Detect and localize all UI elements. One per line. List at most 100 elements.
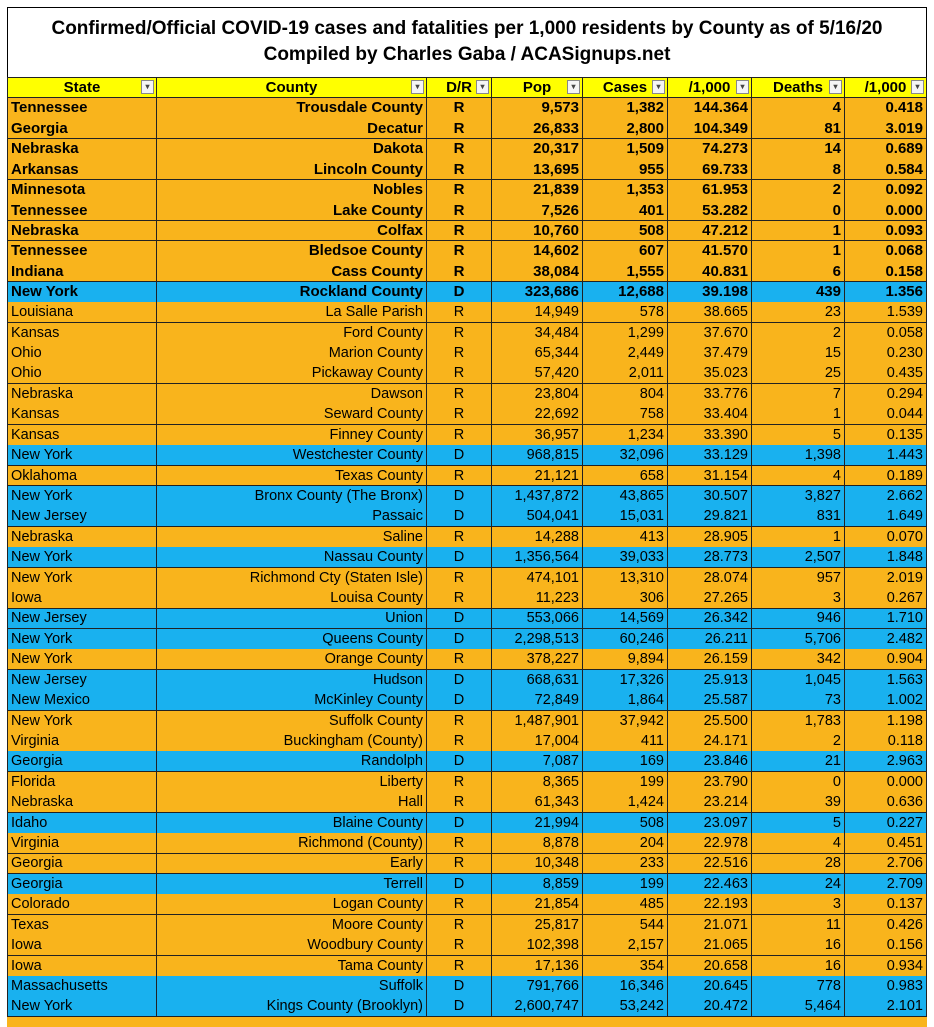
table-row: Texas Moore County R 25,817 544 21.071 11 0.426 [7,914,927,936]
table-cell: 0.584 [845,159,927,181]
table-cell: 0.689 [845,138,927,160]
table-cell: 53.282 [668,200,752,221]
table-cell: 39.198 [668,281,752,303]
table-cell: Ohio [7,343,157,364]
table-cell: Westchester County [157,445,427,467]
table-cell: 778 [752,976,845,997]
table-cell: 39,033 [583,547,668,569]
table-cell: 23.790 [668,771,752,793]
table-row: Georgia Terrell D 8,859 199 22.463 24 2.709 [7,873,927,895]
table-cell: Saline [157,526,427,548]
filter-button[interactable]: ▾ [911,80,924,94]
table-cell: Liberty [157,771,427,793]
table-cell: 1,864 [583,690,668,712]
header-cell: /1,000 ▾ [845,77,927,98]
table-cell: D [427,608,492,630]
table-cell: 13,310 [583,567,668,589]
table-row: New York Orange County R 378,227 9,894 26.159… [7,649,927,671]
table-cell: 2.101 [845,996,927,1018]
table-cell: 2.662 [845,485,927,507]
header-cell: State ▾ [7,77,157,98]
table-cell: 0.068 [845,240,927,262]
table-cell: 1 [752,526,845,548]
table-cell: 53,242 [583,996,668,1018]
table-row: Georgia Decatur R 26,833 2,800 104.349 81 3.019 [7,118,927,140]
table-cell: 25.500 [668,710,752,732]
table-cell: 508 [583,220,668,242]
table-cell: Minnesota [7,179,157,201]
table-cell: D [427,281,492,303]
table-cell: 0.983 [845,976,927,997]
filter-button[interactable]: ▾ [141,80,154,94]
table-cell: 0.934 [845,955,927,977]
table-cell: 1 [752,220,845,242]
table-row: New York Queens County D 2,298,513 60,246 26.… [7,628,927,650]
table-cell: 0.093 [845,220,927,242]
header-cell: Pop ▾ [492,77,583,98]
table-cell: R [427,955,492,977]
table-cell: D [427,690,492,712]
filter-button[interactable]: ▾ [567,80,580,94]
table-cell: 21,994 [492,812,583,834]
table-cell: R [427,179,492,201]
table-cell: 104.349 [668,118,752,140]
table-cell: 14 [752,138,845,160]
filter-button[interactable]: ▾ [411,80,424,94]
table-cell: 5,464 [752,996,845,1018]
table-cell: D [427,628,492,650]
table-cell: 35.023 [668,363,752,385]
filter-button[interactable]: ▾ [652,80,665,94]
table-cell: 24 [752,873,845,895]
table-cell: Louisa County [157,588,427,609]
table-cell: 199 [583,771,668,793]
table-cell: R [427,383,492,405]
filter-button[interactable]: ▾ [736,80,749,94]
table-cell: 411 [583,731,668,752]
filter-button[interactable]: ▾ [829,80,842,94]
table-cell: R [427,567,492,589]
table-row: Kansas Finney County R 36,957 1,234 33.390 5 0.… [7,424,927,446]
table-cell: 27.265 [668,588,752,609]
table-cell: 38.665 [668,302,752,324]
table-cell: 0 [752,200,845,221]
table-cell: New Jersey [7,669,157,691]
table-cell: 0.189 [845,465,927,487]
table-cell: New York [7,281,157,303]
table-cell: 831 [752,506,845,528]
table-cell: 0.137 [845,894,927,916]
table-cell: Pickaway County [157,363,427,385]
filter-button[interactable]: ▾ [476,80,489,94]
table-cell: 61.953 [668,179,752,201]
table-cell: 3.019 [845,118,927,140]
table-cell: Colorado [7,894,157,916]
table-cell: 13,695 [492,159,583,181]
table-cell: Massachusetts [7,976,157,997]
table-cell: 5,706 [752,628,845,650]
table-cell: 0.058 [845,322,927,344]
table-cell: Tennessee [7,240,157,262]
table-row: New York Kings County (Brooklyn) D 2,600,74… [7,996,927,1018]
table-cell: R [427,240,492,262]
table-cell: 21.071 [668,914,752,936]
table-cell: Queens County [157,628,427,650]
table-cell: 169 [583,751,668,773]
table-cell: 8,365 [492,771,583,793]
table-cell: 7,526 [492,200,583,221]
table-cell: 21.065 [668,935,752,957]
table-cell: 1 [752,404,845,426]
table-cell: 233 [583,853,668,875]
table-cell: R [427,649,492,671]
table-row: Nebraska Dawson R 23,804 804 33.776 7 0.294 [7,383,927,405]
table-cell: 2,600,747 [492,996,583,1018]
partial-row [7,1017,927,1027]
table-cell: 1,398 [752,445,845,467]
table-cell: Seward County [157,404,427,426]
table-cell: R [427,200,492,221]
table-cell: 1,382 [583,98,668,119]
table-cell: New York [7,628,157,650]
table-cell: 485 [583,894,668,916]
table-row: New York Nassau County D 1,356,564 39,033 28.… [7,547,927,569]
title: Confirmed/Official COVID-19 cases and fa… [51,18,883,39]
table-row: Virginia Buckingham (County) R 17,004 411 24.… [7,731,927,752]
